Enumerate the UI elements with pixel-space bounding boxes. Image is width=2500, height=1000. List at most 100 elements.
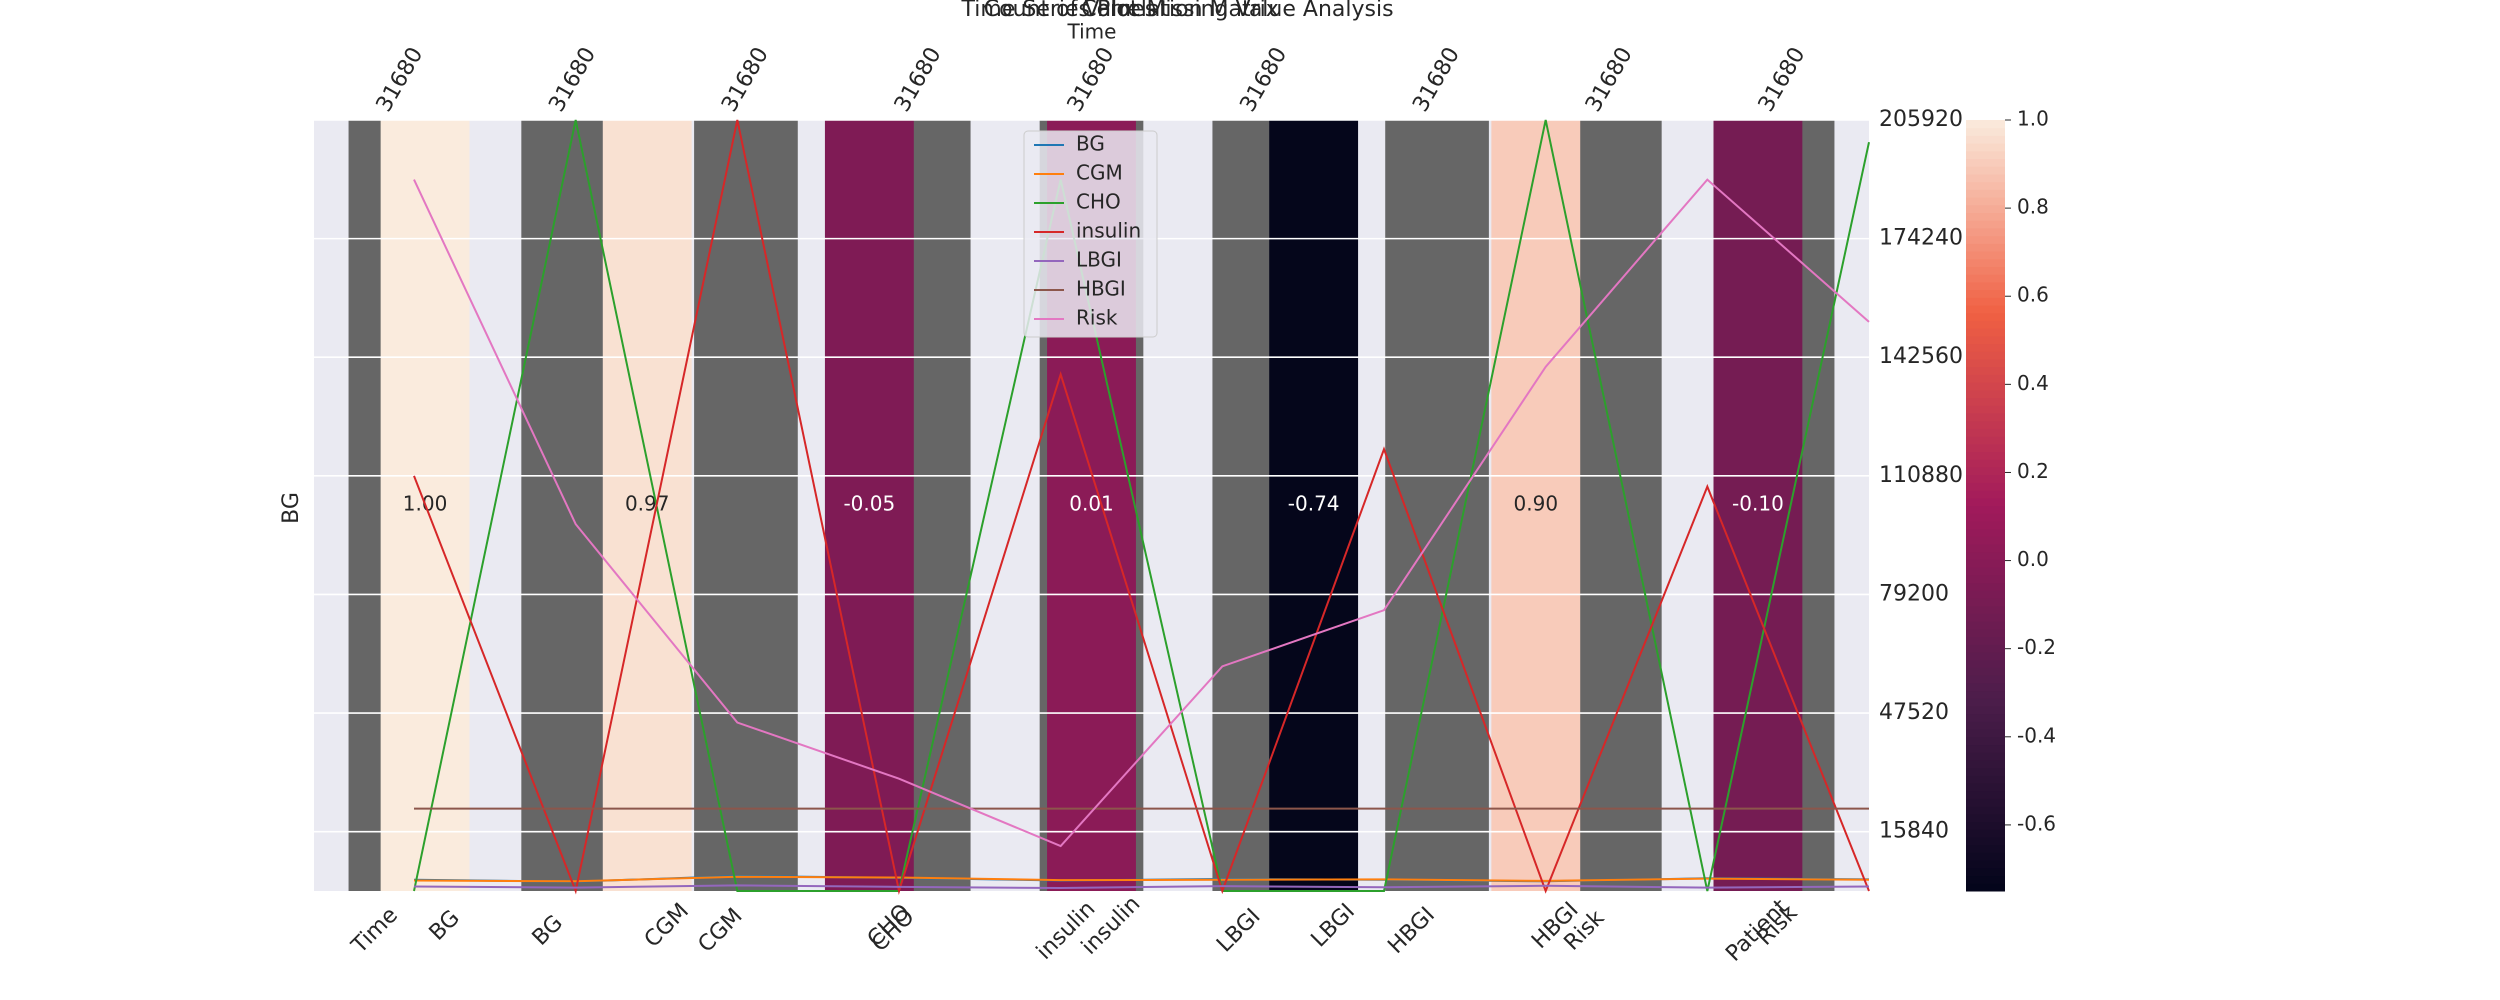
colorbar-step xyxy=(1966,628,2005,638)
colorbar-step xyxy=(1966,135,2005,144)
x-tick-label: CGM xyxy=(694,904,748,958)
y-tick-label: 174240 xyxy=(1879,226,1963,251)
colorbar-step xyxy=(1966,829,2005,838)
heatmap-cell xyxy=(602,120,692,891)
colorbar-step xyxy=(1966,490,2005,499)
colorbar-step xyxy=(1966,166,2005,175)
colorbar-step xyxy=(1966,436,2005,445)
colorbar-step xyxy=(1966,613,2005,622)
legend-label: HBGI xyxy=(1076,277,1126,301)
colorbar-step xyxy=(1966,251,2005,260)
y-tick-label: 47520 xyxy=(1879,700,1949,725)
colorbar-step xyxy=(1966,775,2005,784)
legend-label: LBGI xyxy=(1076,248,1122,272)
line-series xyxy=(413,875,1870,883)
bar-value-label: 31680 xyxy=(717,43,774,116)
legend-label: BG xyxy=(1076,132,1105,156)
colorbar-step xyxy=(1966,682,2005,692)
colorbar-step xyxy=(1966,636,2005,645)
colorbar-step xyxy=(1966,420,2005,429)
colorbar-step xyxy=(1966,875,2005,884)
colorbar-step xyxy=(1966,173,2005,183)
colorbar-step xyxy=(1966,359,2005,368)
colorbar-tick-label: -0.6 xyxy=(2017,811,2056,835)
colorbar-step xyxy=(1966,528,2005,537)
bar-value-label: 31680 xyxy=(1754,43,1811,116)
colorbar-step xyxy=(1966,813,2005,823)
colorbar-step xyxy=(1966,127,2005,136)
colorbar-step xyxy=(1966,883,2005,892)
colorbar-step xyxy=(1966,343,2005,352)
colorbar-step xyxy=(1966,374,2005,383)
y-tick-label: 110880 xyxy=(1879,463,1963,488)
colorbar-step xyxy=(1966,305,2005,314)
legend-box xyxy=(1023,130,1158,338)
legend-label: insulin xyxy=(1076,219,1141,243)
colorbar-step xyxy=(1966,690,2005,699)
colorbar-step xyxy=(1966,181,2005,190)
colorbar-step xyxy=(1966,590,2005,599)
colorbar-step xyxy=(1966,158,2005,167)
colorbar-step xyxy=(1966,274,2005,283)
colorbar-step xyxy=(1966,837,2005,846)
x-tick-label: HBGI xyxy=(1383,902,1439,958)
colorbar-step xyxy=(1966,767,2005,776)
legend-label: Risk xyxy=(1076,306,1118,330)
colorbar-step xyxy=(1966,351,2005,360)
colorbar-tick-label: 0.8 xyxy=(2017,195,2049,219)
colorbar-step xyxy=(1966,551,2005,560)
colorbar-step xyxy=(1966,505,2005,514)
colorbar-step xyxy=(1966,675,2005,684)
y-tick-label: BG xyxy=(279,492,304,524)
colorbar-step xyxy=(1966,644,2005,653)
heatmap-cell xyxy=(824,120,914,891)
bar xyxy=(694,120,798,891)
colorbar-step xyxy=(1966,459,2005,468)
colorbar-step xyxy=(1966,243,2005,252)
legend-label: CHO xyxy=(1076,190,1121,214)
colorbar-step xyxy=(1966,235,2005,244)
legend-label: CGM xyxy=(1076,161,1123,185)
colorbar-step xyxy=(1966,605,2005,614)
bar-value-label: 31680 xyxy=(890,43,947,116)
colorbar-step xyxy=(1966,667,2005,676)
colorbar-step xyxy=(1966,729,2005,738)
colorbar-step xyxy=(1966,397,2005,406)
bar-value-label: 31680 xyxy=(1581,43,1638,116)
colorbar-step xyxy=(1966,143,2005,152)
colorbar-step xyxy=(1966,713,2005,722)
colorbar-step xyxy=(1966,536,2005,545)
bar-value-label: 31680 xyxy=(544,43,601,116)
line-series xyxy=(413,884,1870,890)
chart-title: Correlation Matrix xyxy=(1081,0,1279,22)
colorbar-step xyxy=(1966,621,2005,630)
x-tick-label: Time xyxy=(346,903,402,959)
colorbar-step xyxy=(1966,428,2005,437)
cell-label: -0.10 xyxy=(1732,492,1784,516)
colorbar-step xyxy=(1966,482,2005,491)
colorbar-step xyxy=(1966,328,2005,337)
chart-title: Missing Value Analysis xyxy=(1146,0,1393,22)
bar-value-label: 31680 xyxy=(372,43,429,116)
colorbar-step xyxy=(1966,297,2005,306)
colorbar-step xyxy=(1966,798,2005,807)
colorbar-tick-label: 0.4 xyxy=(2017,371,2049,395)
colorbar-step xyxy=(1966,806,2005,815)
colorbar-step xyxy=(1966,266,2005,275)
colorbar-step xyxy=(1966,204,2005,214)
colorbar-step xyxy=(1966,258,2005,267)
line-series xyxy=(413,119,1870,895)
colorbar-step xyxy=(1966,567,2005,576)
colorbar-step xyxy=(1966,220,2005,229)
colorbar-step xyxy=(1966,289,2005,298)
y-tick-label: 142560 xyxy=(1879,344,1963,369)
colorbar-step xyxy=(1966,412,2005,422)
colorbar-step xyxy=(1966,559,2005,568)
colorbar-step xyxy=(1966,651,2005,661)
heatmap-cell xyxy=(1491,120,1581,891)
y-tick-label: 15840 xyxy=(1879,819,1949,844)
colorbar-tick-label: 0.6 xyxy=(2017,283,2049,307)
x-tick-label: BG xyxy=(425,906,465,946)
colorbar-step xyxy=(1966,120,2005,129)
